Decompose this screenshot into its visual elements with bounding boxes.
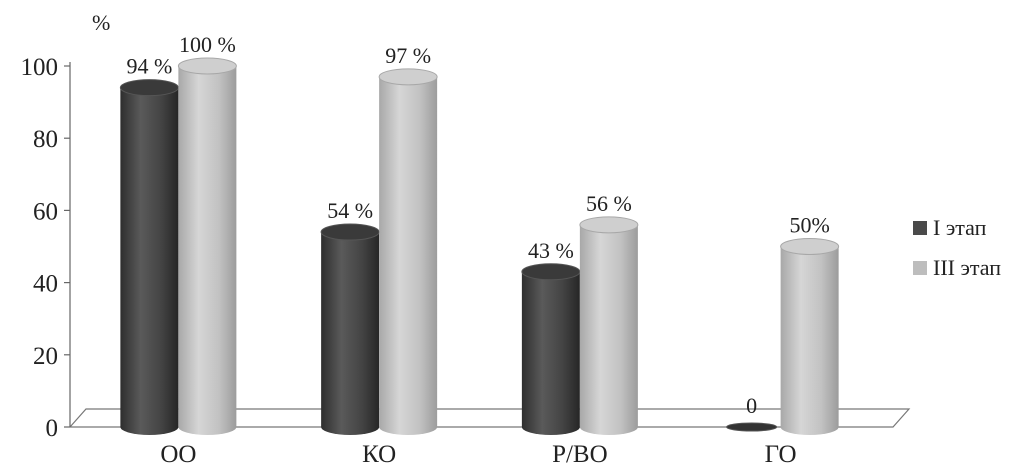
bar-body <box>321 232 380 435</box>
bar-top <box>320 223 380 241</box>
y-axis: 0 20 40 60 80 100% <box>21 10 111 442</box>
data-label: 100 % <box>179 32 236 57</box>
bar-top <box>521 263 581 281</box>
x-category-label: ГО <box>765 441 797 468</box>
bar-body <box>379 76 438 435</box>
bars <box>119 57 840 435</box>
bar <box>521 263 581 435</box>
legend-swatch <box>913 261 927 275</box>
bar-top <box>780 238 840 255</box>
bar-body <box>178 66 237 435</box>
bar-top <box>378 68 438 86</box>
data-label: 97 % <box>385 43 431 68</box>
x-category-label: КО <box>362 441 396 468</box>
legend-swatch <box>913 221 927 235</box>
bar-body <box>521 271 580 435</box>
bar <box>579 216 639 435</box>
bar-zero-disk <box>726 422 778 432</box>
bar-top <box>119 79 179 97</box>
bar <box>177 57 237 435</box>
y-tick-label: 20 <box>33 343 58 370</box>
data-labels: ОО 94 % 100 % КО 54 % 97 % Р/ВО 43 % 56 % ГО 0 50% <box>126 32 829 468</box>
data-label: 56 % <box>586 191 632 216</box>
y-axis-unit-label: % <box>92 10 110 35</box>
bar <box>378 68 438 435</box>
bar-top <box>177 57 237 75</box>
data-label: 0 <box>746 393 757 418</box>
bar-body <box>579 224 638 435</box>
y-tick-label: 0 <box>46 415 59 442</box>
bar-body <box>780 246 839 435</box>
y-tick-label: 40 <box>33 271 58 298</box>
bar <box>726 422 778 432</box>
bar <box>780 238 840 435</box>
legend-label: III этап <box>933 255 1001 280</box>
y-tick-label: 100 <box>21 54 59 81</box>
y-tick-label: 80 <box>33 126 58 153</box>
bar <box>119 79 179 435</box>
data-label: 94 % <box>126 54 172 79</box>
data-label: 50% <box>789 213 829 238</box>
bar-top <box>579 216 639 234</box>
bar <box>320 223 380 435</box>
x-category-label: Р/ВО <box>552 441 608 468</box>
bar-body <box>120 87 179 435</box>
x-category-label: ОО <box>160 441 196 468</box>
legend-label: I этап <box>933 215 987 240</box>
data-label: 54 % <box>327 198 373 223</box>
data-label: 43 % <box>528 238 574 263</box>
y-tick-label: 60 <box>33 198 58 225</box>
legend: I этап III этап <box>913 215 1001 280</box>
